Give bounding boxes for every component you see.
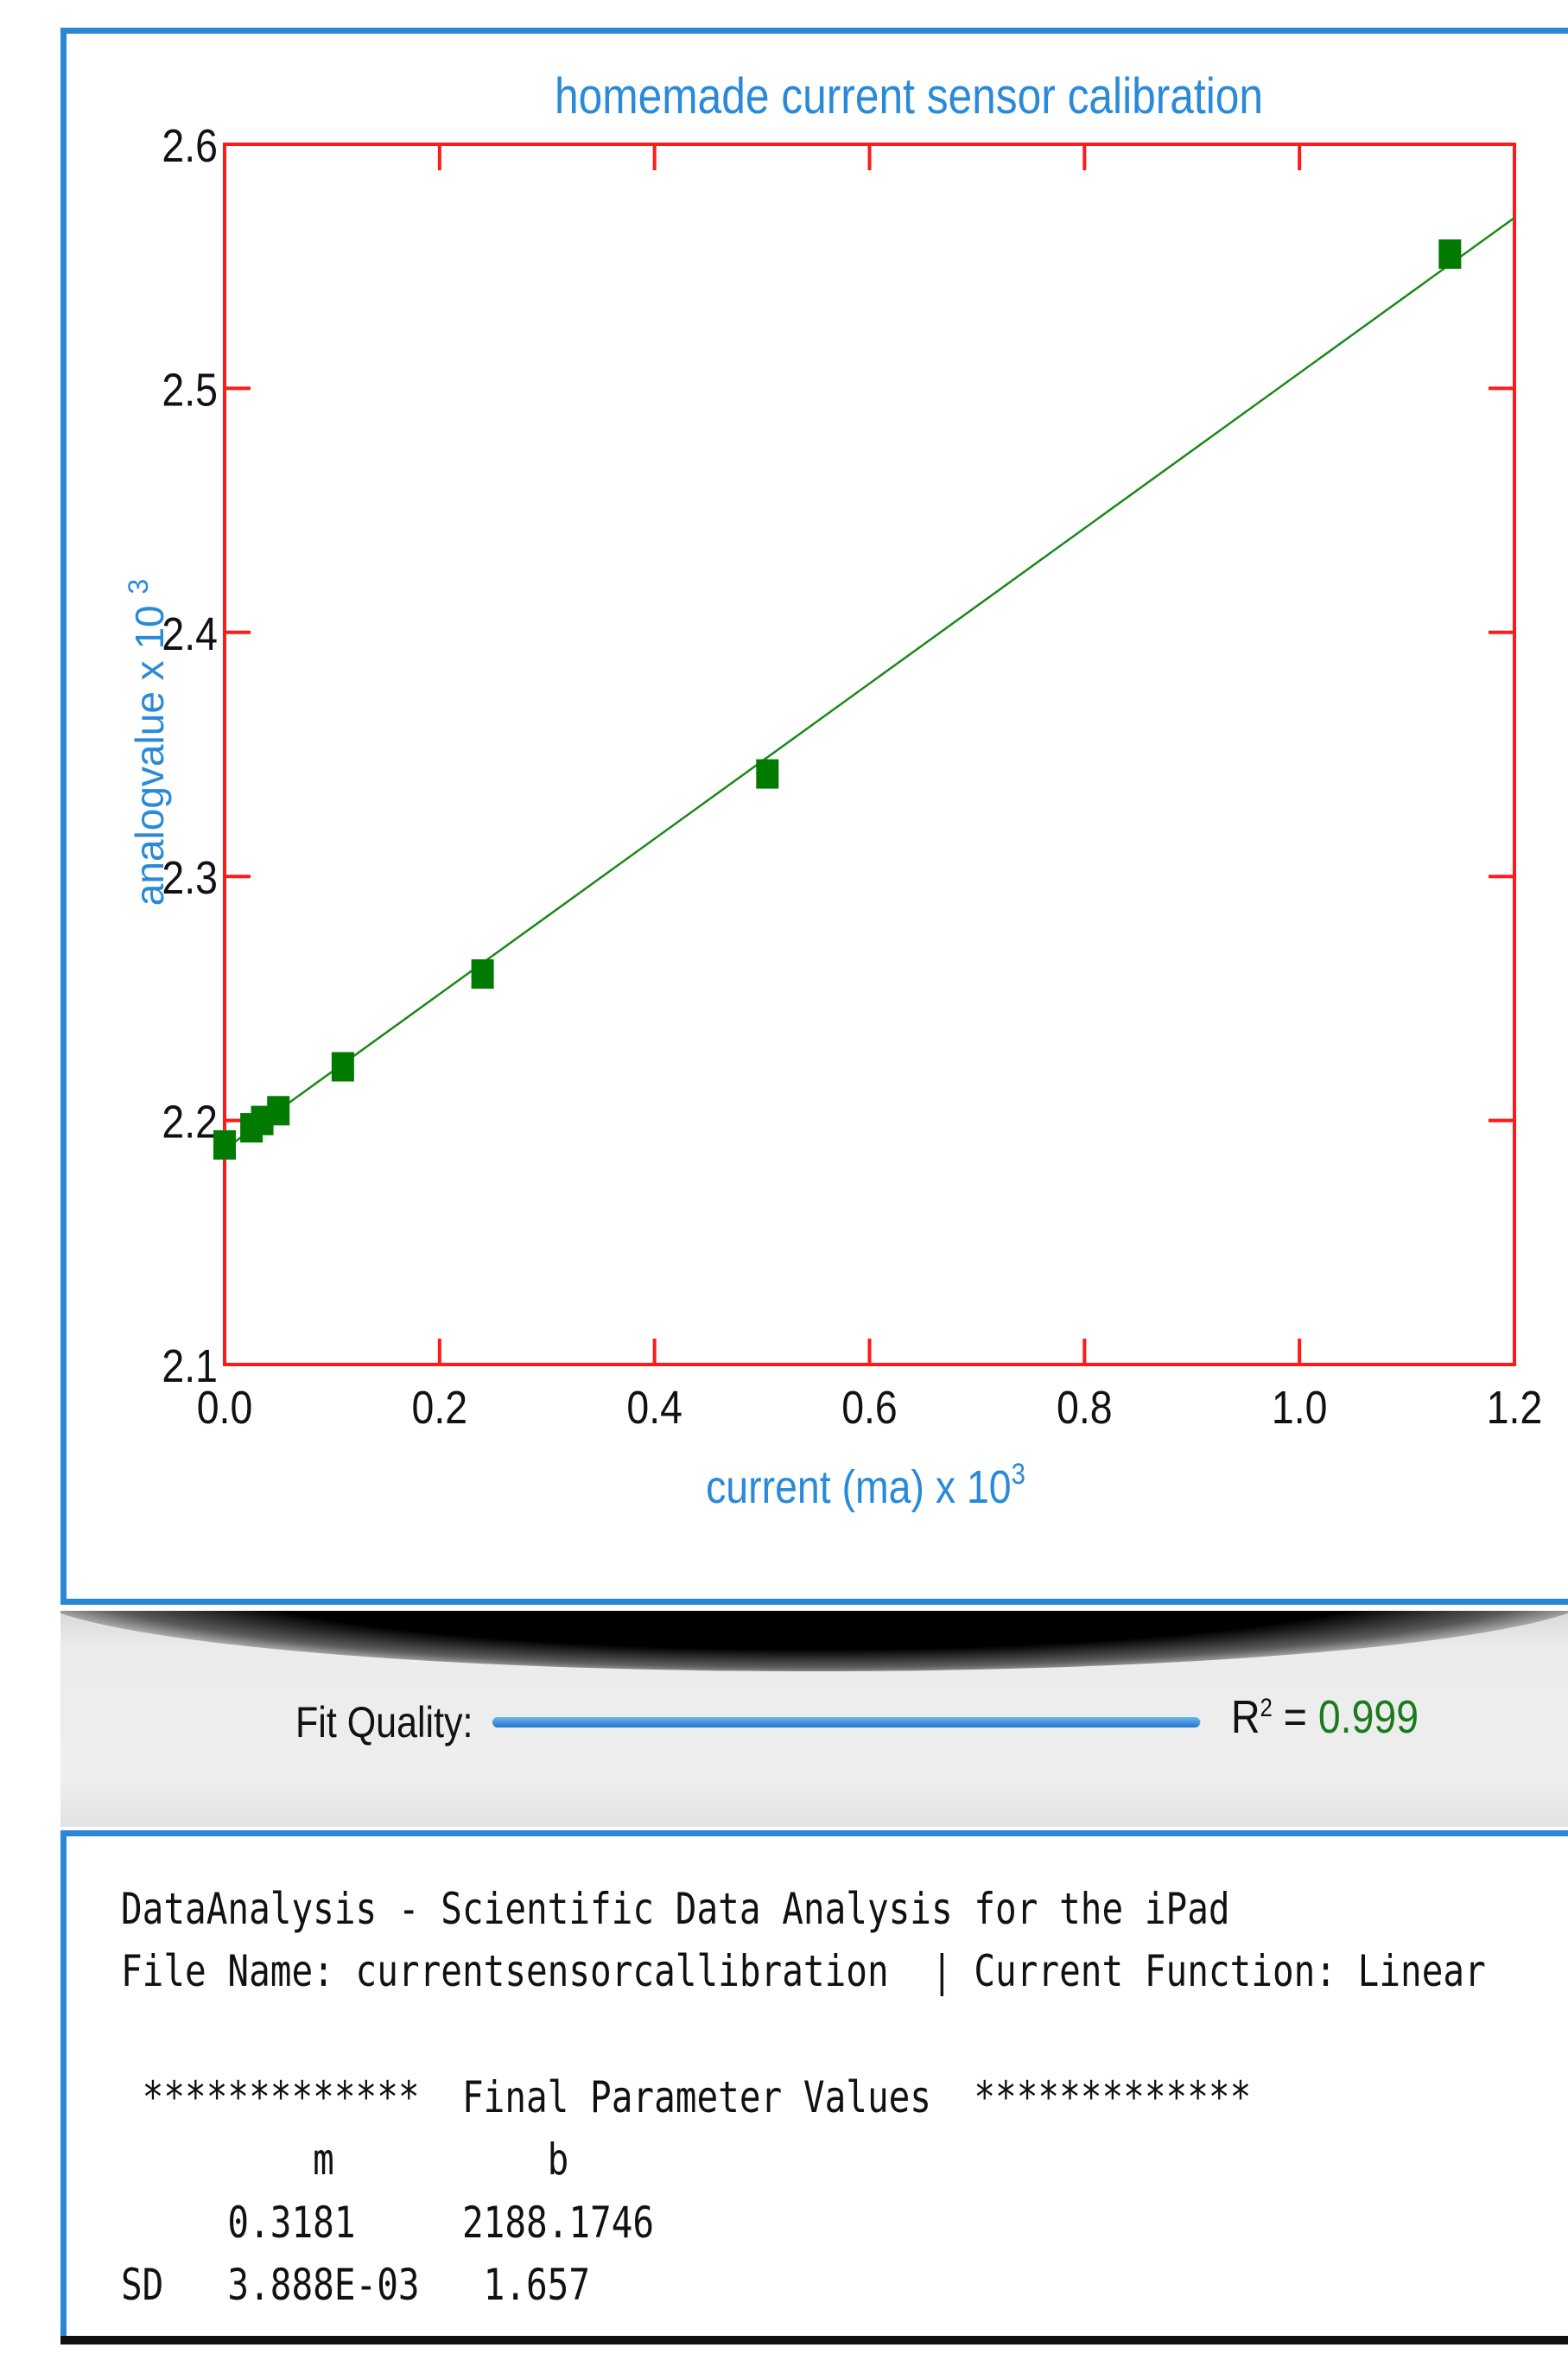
r-squared-exponent: 2: [1260, 1694, 1273, 1722]
x-tick-label: 0.6: [841, 1381, 898, 1434]
x-tick-label: 1.2: [1487, 1381, 1543, 1434]
report-app-title: DataAnalysis - Scientific Data Analysis …: [121, 1884, 1230, 1934]
y-tick-label: 2.1: [162, 1339, 218, 1392]
x-tick-label: 0.4: [626, 1381, 682, 1434]
x-axis-label-exponent: 3: [1012, 1457, 1025, 1491]
report-parameter-values: 0.3181 2188.1746: [121, 2198, 655, 2248]
x-tick-label: 0.0: [197, 1381, 253, 1434]
y-tick-label: 2.3: [162, 851, 218, 904]
chart-title: homemade current sensor calibration: [555, 68, 1263, 124]
fit-quality-bar: [492, 1717, 1201, 1727]
chart-panel: homemade current sensor calibration 0.0 0.…: [60, 28, 1568, 1605]
y-tick-label: 2.4: [162, 607, 218, 659]
data-point: [213, 1129, 236, 1160]
x-tick-label: 0.8: [1057, 1381, 1113, 1434]
x-axis-label: current (ma) x 103: [706, 1457, 1025, 1513]
plot-frame: [223, 143, 1516, 1366]
r-squared-value: 0.999: [1317, 1691, 1419, 1743]
fit-quality-bar-fill: [492, 1717, 1201, 1727]
report-file-line: File Name: currentsensorcallibration | C…: [121, 1946, 1486, 1996]
data-point: [756, 759, 779, 789]
x-tick-label: 1.0: [1272, 1381, 1328, 1434]
y-axis-label-exponent: 3: [123, 579, 154, 595]
y-tick-label: 2.6: [162, 119, 218, 172]
scatter-chart: homemade current sensor calibration 0.0 0.…: [123, 68, 1543, 1513]
r-squared-readout: R2 = 0.999: [1231, 1690, 1419, 1744]
bottom-divider: [60, 2336, 1568, 2344]
report-parameters-header: ************* Final Parameter Values ***…: [121, 2072, 1252, 2122]
data-point: [471, 959, 494, 989]
r-squared-symbol: R: [1231, 1691, 1260, 1743]
x-tick-label: 0.2: [412, 1381, 468, 1434]
r-squared-equals: =: [1283, 1691, 1307, 1743]
data-point: [331, 1052, 354, 1082]
panel-shadow: [60, 1611, 1568, 1671]
results-text-panel: DataAnalysis - Scientific Data Analysis …: [60, 1830, 1568, 2336]
report-parameter-names: m b: [121, 2135, 569, 2185]
y-tick-label: 2.5: [162, 363, 218, 416]
y-tick-label: 2.2: [162, 1095, 218, 1148]
report-standard-deviation: SD 3.888E-03 1.657: [121, 2260, 591, 2310]
fit-quality-panel: Fit Quality: R2 = 0.999: [60, 1611, 1568, 1827]
data-point: [1438, 239, 1462, 270]
fit-line: [224, 216, 1515, 1150]
y-axis-label: analogvalue x 10 3: [123, 579, 172, 906]
fit-quality-label: Fit Quality:: [295, 1698, 473, 1746]
data-point: [267, 1096, 290, 1126]
